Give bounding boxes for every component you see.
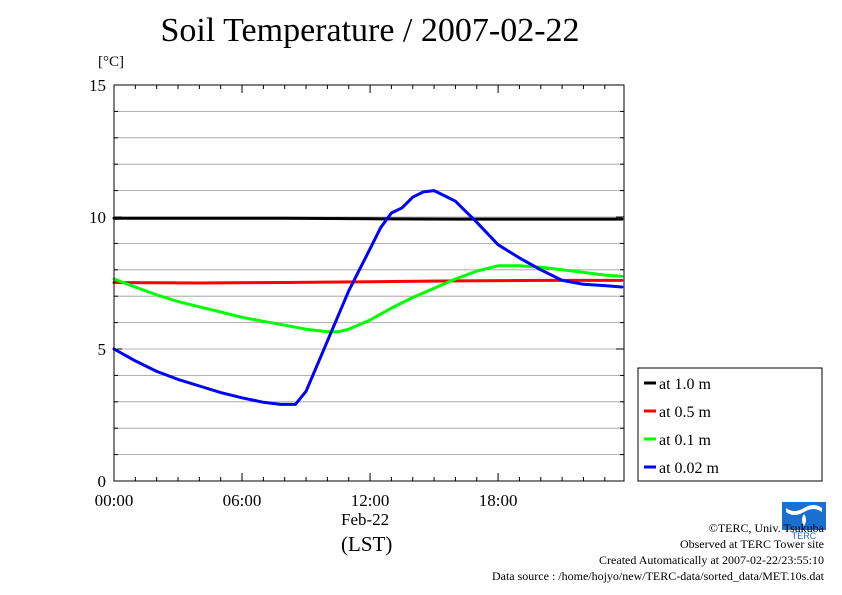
terc-logo-icon: TERC [782,502,826,540]
x-tick-label: 12:00 [351,491,390,510]
legend-label: at 0.1 m [659,432,712,449]
series-line-at-0-02-m [112,189,624,406]
x-tick-label: 18:00 [479,491,518,510]
legend: at 1.0 m at 0.5 m at 0.1 m at 0.02 m [637,367,823,482]
credit-created: Created Automatically at 2007-02-22/23:5… [599,553,824,567]
x-axis-timezone-label: (LST) [341,532,393,556]
x-tick-label: 00:00 [95,491,134,510]
credits-block: ©TERC, Univ. Tsukuba Observed at TERC To… [492,520,824,584]
x-tick-label: 06:00 [223,491,262,510]
legend-label: at 1.0 m [659,376,712,393]
series-line-at-0-1-m [112,264,624,334]
credit-site: Observed at TERC Tower site [679,537,824,551]
legend-box [637,367,823,482]
series-lines [112,189,624,406]
legend-label: at 0.5 m [659,404,712,421]
y-tick-label: 10 [89,208,106,227]
y-tick-label: 0 [98,472,107,491]
y-tick-label: 15 [89,76,106,95]
series-line-at-0-5-m [112,278,624,285]
legend-label: at 0.02 m [659,460,720,477]
chart-title: Soil Temperature / 2007-02-22 [160,12,580,49]
x-axis-date-label: Feb-22 [341,510,390,529]
credit-copyright: ©TERC, Univ. Tsukuba [708,521,824,535]
series-line-at-1-0-m [112,216,624,221]
credit-source: Data source : /home/hojyo/new/TERC-data/… [491,569,824,583]
plot-frame [113,84,625,482]
y-tick-label: 5 [98,340,107,359]
x-axis-ticks: 00:00 06:00 12:00 18:00 [95,85,606,510]
y-axis-unit-label: [°C] [98,54,124,70]
logo-text: TERC [792,531,817,540]
